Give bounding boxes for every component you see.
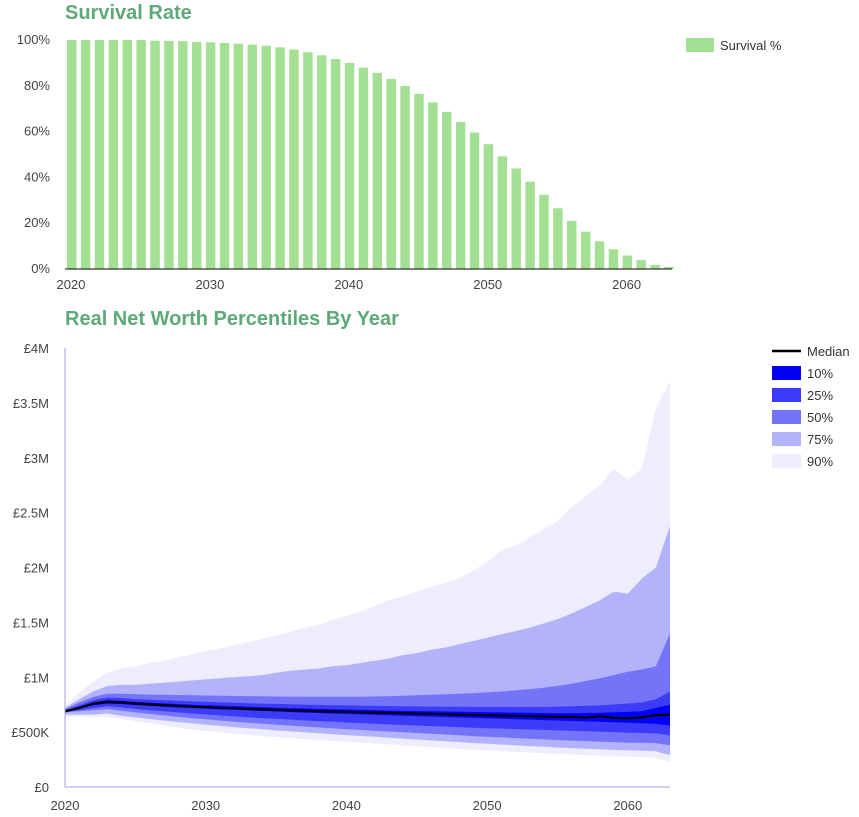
y-tick-label: £2.5M bbox=[13, 506, 49, 521]
x-tick-label: 2050 bbox=[473, 277, 502, 292]
survival-bar bbox=[650, 264, 660, 269]
y-tick-label: 40% bbox=[24, 169, 50, 184]
y-tick-label: 80% bbox=[24, 78, 50, 93]
y-tick-label: £3M bbox=[24, 451, 49, 466]
legend-swatch-75pct bbox=[772, 432, 801, 446]
legend-swatch-50pct bbox=[772, 410, 801, 424]
legend-label-median: Median bbox=[807, 344, 850, 359]
survival-bar bbox=[442, 111, 452, 269]
survival-bar bbox=[317, 55, 327, 269]
legend-label-25pct: 25% bbox=[807, 388, 833, 403]
survival-bar bbox=[386, 78, 396, 270]
survival-bar bbox=[580, 231, 591, 269]
y-tick-label: £1M bbox=[24, 670, 49, 685]
survival-bar bbox=[150, 40, 160, 270]
y-tick-label: £4M bbox=[24, 341, 49, 356]
survival-bar bbox=[664, 266, 674, 269]
survival-bar bbox=[400, 86, 410, 270]
y-tick-label: 100% bbox=[17, 32, 51, 47]
survival-bar bbox=[594, 241, 605, 269]
survival-bar bbox=[247, 44, 258, 269]
survival-bar bbox=[567, 220, 577, 269]
survival-bar bbox=[483, 144, 494, 269]
legend-swatch-90pct bbox=[772, 454, 801, 468]
x-tick-label: 2050 bbox=[473, 798, 502, 813]
survival-bar bbox=[622, 255, 633, 269]
survival-bar bbox=[94, 40, 105, 269]
x-tick-label: 2060 bbox=[612, 277, 641, 292]
x-tick-label: 2020 bbox=[57, 277, 86, 292]
y-tick-label: £500K bbox=[11, 725, 49, 740]
survival-rate-chart: 0% 20% 40% 60% 80% 100% 2020 2030 2040 2050 2060 Su… bbox=[17, 32, 782, 292]
networth-chart-title: Real Net Worth Percentiles By Year bbox=[65, 308, 399, 330]
legend-label-50pct: 50% bbox=[807, 410, 833, 425]
x-tick-label: 2040 bbox=[334, 277, 363, 292]
survival-bar bbox=[525, 181, 535, 269]
survival-bar bbox=[469, 132, 480, 269]
legend-swatch-25pct bbox=[772, 388, 801, 402]
x-tick-label: 2060 bbox=[613, 798, 642, 813]
networth-legend: Median 10% 25% 50% 75% 90% bbox=[772, 344, 850, 469]
survival-bar bbox=[164, 40, 174, 269]
y-tick-label: £0 bbox=[35, 780, 49, 795]
survival-bar bbox=[636, 260, 646, 269]
legend-label-75pct: 75% bbox=[807, 432, 833, 447]
survival-bar bbox=[553, 208, 563, 269]
survival-bar bbox=[192, 41, 202, 269]
y-tick-label: 60% bbox=[24, 124, 50, 139]
survival-bar bbox=[108, 40, 119, 269]
survival-bar bbox=[330, 59, 341, 269]
survival-bar bbox=[539, 194, 549, 269]
legend-label-10pct: 10% bbox=[807, 366, 833, 381]
y-tick-label: 0% bbox=[31, 261, 50, 276]
survival-bar bbox=[275, 47, 285, 269]
y-tick-label: £3.5M bbox=[13, 396, 49, 411]
survival-bar bbox=[608, 249, 619, 269]
survival-bar bbox=[219, 42, 230, 269]
survival-bar bbox=[511, 168, 521, 269]
survival-bar bbox=[289, 49, 299, 270]
survival-bar bbox=[428, 102, 438, 270]
x-tick-label: 2040 bbox=[332, 798, 361, 813]
y-tick-label: £1.5M bbox=[13, 615, 49, 630]
survival-bar bbox=[372, 72, 383, 269]
survival-bar bbox=[178, 41, 188, 269]
x-tick-label: 2030 bbox=[191, 798, 220, 813]
legend-label-survival: Survival % bbox=[720, 38, 782, 53]
survival-bar bbox=[455, 121, 466, 270]
survival-chart-title: Survival Rate bbox=[65, 2, 192, 24]
survival-legend: Survival % bbox=[686, 38, 782, 53]
legend-swatch-10pct bbox=[772, 366, 801, 380]
survival-bar bbox=[344, 62, 355, 270]
survival-bar bbox=[261, 45, 271, 269]
survival-bar bbox=[205, 42, 216, 269]
y-tick-label: £2M bbox=[24, 561, 49, 576]
survival-bar bbox=[303, 52, 313, 270]
y-tick-label: 20% bbox=[24, 215, 50, 230]
x-tick-label: 2020 bbox=[51, 798, 80, 813]
legend-swatch-survival bbox=[686, 38, 714, 52]
survival-bar bbox=[122, 40, 133, 269]
survival-bar bbox=[358, 67, 369, 269]
survival-bar bbox=[497, 156, 508, 269]
legend-label-90pct: 90% bbox=[807, 454, 833, 469]
survival-bar bbox=[80, 40, 91, 269]
x-tick-label: 2030 bbox=[195, 277, 224, 292]
survival-bar bbox=[414, 93, 424, 269]
net-worth-percentiles-chart: £0 £500K £1M £1.5M £2M £2.5M £3M £3.5M £4M 2020 20… bbox=[11, 341, 850, 813]
survival-bar bbox=[67, 40, 77, 269]
survival-bar bbox=[136, 40, 146, 269]
median-line bbox=[64, 700, 671, 720]
survival-bar bbox=[233, 43, 244, 269]
